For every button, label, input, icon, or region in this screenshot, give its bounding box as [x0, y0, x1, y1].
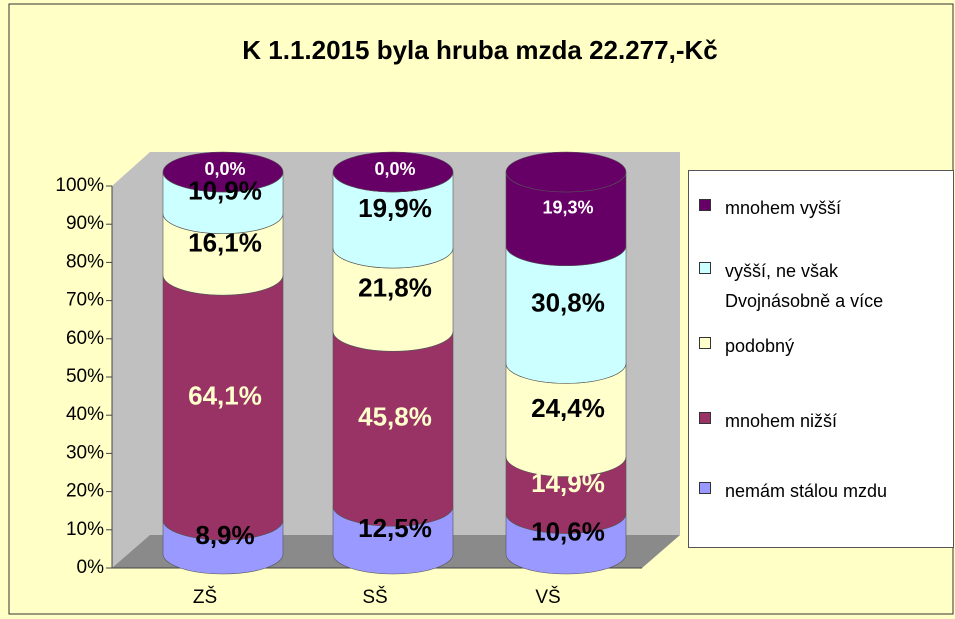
- legend-item: vyšší, ne však Dvojnásobně a více: [699, 256, 925, 316]
- legend-label: mnohem nižší: [725, 411, 838, 431]
- y-tick-label: 0%: [77, 557, 105, 578]
- y-tick-label: 90%: [66, 213, 104, 234]
- data-label: 12,5%: [358, 513, 432, 543]
- cylinder-top: [332, 151, 454, 193]
- data-label: 19,3%: [542, 198, 593, 218]
- chart-title: K 1.1.2015 byla hruba mzda 22.277,-Kč: [242, 35, 717, 65]
- data-label: 0,0%: [204, 159, 245, 179]
- y-tick-label: 70%: [66, 290, 104, 311]
- data-label: 10,6%: [531, 517, 605, 547]
- legend: mnohem vyšší vyšší, ne však Dvojnásobně a…: [688, 170, 954, 548]
- y-tick-label: 20%: [66, 481, 104, 502]
- data-label: 19,9%: [358, 193, 432, 223]
- data-label: 24,4%: [531, 393, 605, 423]
- data-label: 21,8%: [358, 273, 432, 303]
- data-label: 8,9%: [195, 520, 254, 550]
- data-label: 16,1%: [188, 227, 262, 257]
- legend-swatch: [699, 482, 711, 494]
- data-label: 64,1%: [188, 380, 262, 410]
- data-label: 0,0%: [374, 159, 415, 179]
- legend-item: podobný: [699, 331, 925, 361]
- y-tick-label: 50%: [66, 366, 104, 387]
- legend-item: mnohem nižší: [699, 406, 925, 436]
- y-tick-label: 30%: [66, 442, 104, 463]
- legend-label: podobný: [725, 336, 795, 356]
- legend-swatch: [699, 199, 711, 211]
- legend-label: nemám stálou mzdu: [725, 481, 888, 501]
- legend-swatch: [699, 412, 711, 424]
- data-label: 30,8%: [531, 287, 605, 317]
- x-tick-label: ZŠ: [193, 586, 217, 608]
- x-tick-label: SŠ: [362, 586, 387, 608]
- y-tick-label: 80%: [66, 251, 104, 272]
- data-label: 14,9%: [531, 468, 605, 498]
- legend-label: mnohem vyšší: [725, 198, 842, 218]
- data-label: 10,9%: [188, 176, 262, 206]
- legend-item: nemám stálou mzdu: [699, 476, 925, 506]
- legend-swatch: [699, 337, 711, 349]
- x-tick-label: VŠ: [535, 586, 560, 608]
- y-tick-label: 40%: [66, 404, 104, 425]
- cylinder-top: [162, 151, 284, 193]
- y-tick-label: 100%: [55, 175, 104, 196]
- legend-label: vyšší, ne však Dvojnásobně a více: [725, 261, 884, 311]
- legend-swatch: [699, 262, 711, 274]
- y-tick-label: 10%: [66, 519, 104, 540]
- legend-item: mnohem vyšší: [699, 193, 925, 223]
- data-label: 45,8%: [358, 402, 432, 432]
- y-tick-label: 60%: [66, 328, 104, 349]
- cylinder-top: [505, 151, 627, 193]
